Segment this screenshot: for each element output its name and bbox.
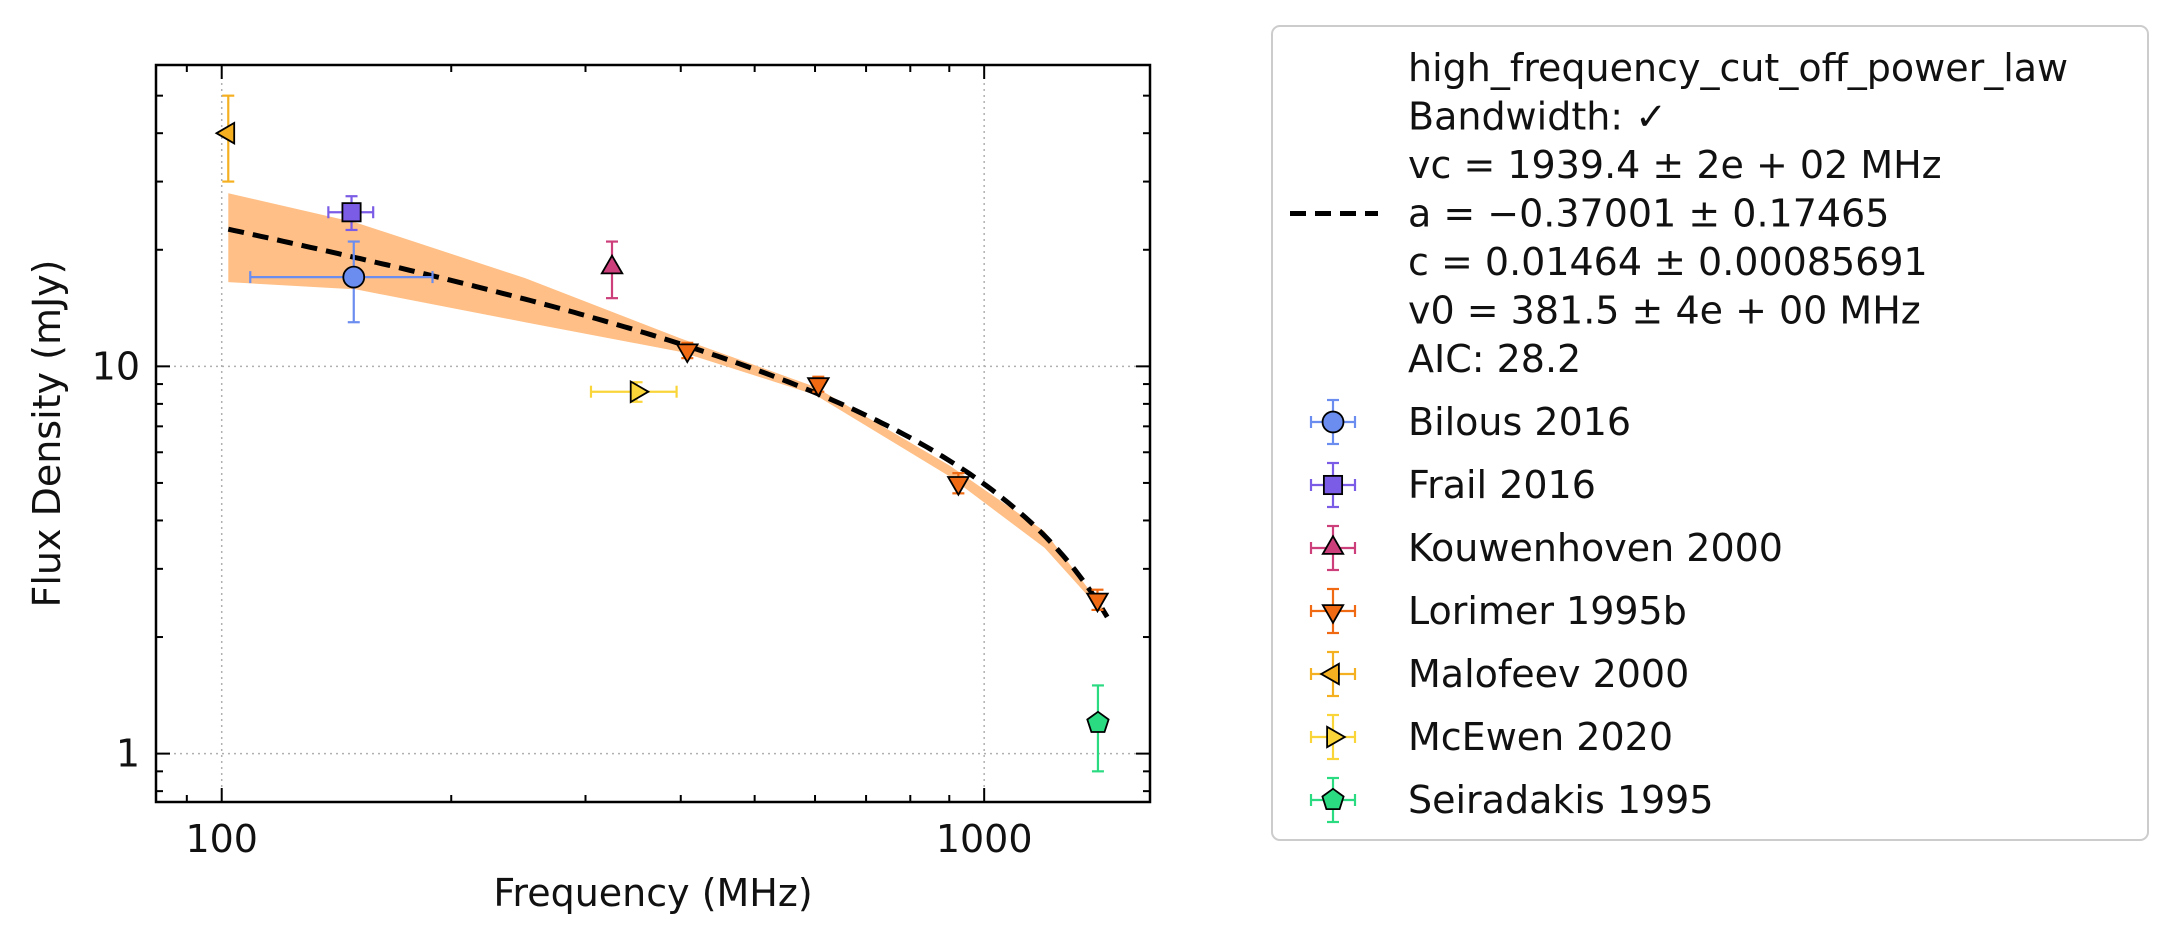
data-point-marker bbox=[629, 379, 651, 404]
y-tick-label: 1 bbox=[116, 732, 140, 776]
legend-fit-line: v0 = 381.5 ± 4e + 00 MHz bbox=[1408, 289, 1921, 333]
axis-ticks bbox=[156, 64, 1150, 802]
legend-series-entries: Bilous 2016 Frail 2016 Kouwenhoven 2000 Lor… bbox=[1309, 398, 1783, 824]
legend-marker bbox=[1319, 662, 1340, 686]
legend-fit-line: high_frequency_cut_off_power_law bbox=[1408, 46, 2068, 90]
legend-entry-lorimer-1995b: Lorimer 1995b bbox=[1309, 587, 1687, 635]
legend-label: McEwen 2020 bbox=[1408, 715, 1673, 759]
legend-fit-line: AIC: 28.2 bbox=[1408, 337, 1581, 381]
data-point-marker bbox=[342, 265, 366, 289]
legend-entry-malofeev-2000: Malofeev 2000 bbox=[1309, 650, 1689, 698]
series-lorimer-1995b bbox=[675, 341, 1110, 614]
legend-fit-line: c = 0.01464 ± 0.00085691 bbox=[1408, 240, 1928, 284]
legend-marker bbox=[1326, 725, 1347, 749]
series-mcewen-2020 bbox=[589, 379, 678, 404]
legend-label: Lorimer 1995b bbox=[1408, 589, 1687, 633]
legend-label: Bilous 2016 bbox=[1408, 400, 1631, 444]
data-point-marker bbox=[600, 253, 624, 275]
legend-entry-mcewen-2020: McEwen 2020 bbox=[1309, 713, 1673, 761]
tick-labels: 100 1000 1 10 bbox=[92, 344, 1033, 861]
series-kouwenhoven-2000 bbox=[600, 240, 624, 300]
legend-marker bbox=[1321, 604, 1345, 625]
data-point-marker bbox=[214, 121, 236, 145]
series-bilous-2016 bbox=[249, 240, 434, 324]
data-points bbox=[214, 94, 1110, 773]
legend-label: Kouwenhoven 2000 bbox=[1408, 526, 1783, 570]
legend-box bbox=[1271, 25, 2149, 841]
legend-entry-frail-2016: Frail 2016 bbox=[1309, 461, 1596, 509]
series-seiradakis-1995 bbox=[1086, 684, 1110, 773]
legend-marker bbox=[1321, 410, 1345, 434]
data-point-marker bbox=[946, 476, 971, 497]
data-point-marker bbox=[1085, 592, 1110, 614]
fit-uncertainty-band bbox=[228, 193, 1108, 618]
data-point-marker bbox=[341, 202, 362, 223]
grid-lines bbox=[156, 65, 1150, 802]
legend-label: Seiradakis 1995 bbox=[1408, 778, 1714, 822]
x-axis-label: Frequency (MHz) bbox=[493, 871, 812, 915]
data-point-marker bbox=[1086, 710, 1110, 733]
x-tick-label: 100 bbox=[185, 817, 258, 861]
legend-label: Malofeev 2000 bbox=[1408, 652, 1689, 696]
y-tick-label: 10 bbox=[92, 344, 140, 388]
legend: high_frequency_cut_off_power_law Bandwidt… bbox=[1271, 25, 2149, 841]
x-tick-label: 1000 bbox=[936, 817, 1033, 861]
legend-fit-line: vc = 1939.4 ± 2e + 02 MHz bbox=[1408, 143, 1942, 187]
plot-frame bbox=[154, 63, 1152, 804]
legend-marker bbox=[1321, 534, 1345, 555]
y-axis-label: Flux Density (mJy) bbox=[25, 260, 69, 608]
series-frail-2016 bbox=[327, 195, 375, 232]
legend-entry-bilous-2016: Bilous 2016 bbox=[1309, 398, 1631, 446]
legend-entry-seiradakis-1995: Seiradakis 1995 bbox=[1309, 776, 1714, 824]
series-malofeev-2000 bbox=[214, 94, 236, 183]
fit-curve-group bbox=[227, 226, 1110, 619]
fit-band-area bbox=[228, 193, 1108, 618]
legend-entry-kouwenhoven-2000: Kouwenhoven 2000 bbox=[1309, 524, 1783, 572]
legend-fit-line: a = −0.37001 ± 0.17465 bbox=[1408, 192, 1889, 236]
data-point-marker bbox=[806, 377, 831, 398]
legend-fit-line: Bandwidth: ✓ bbox=[1408, 95, 1667, 139]
legend-fit-entry: high_frequency_cut_off_power_law Bandwidt… bbox=[1290, 46, 2068, 381]
data-point-marker bbox=[675, 343, 700, 364]
legend-label: Frail 2016 bbox=[1408, 463, 1596, 507]
legend-marker bbox=[1321, 787, 1345, 810]
fit-curve bbox=[227, 226, 1110, 619]
legend-marker bbox=[1322, 474, 1344, 496]
